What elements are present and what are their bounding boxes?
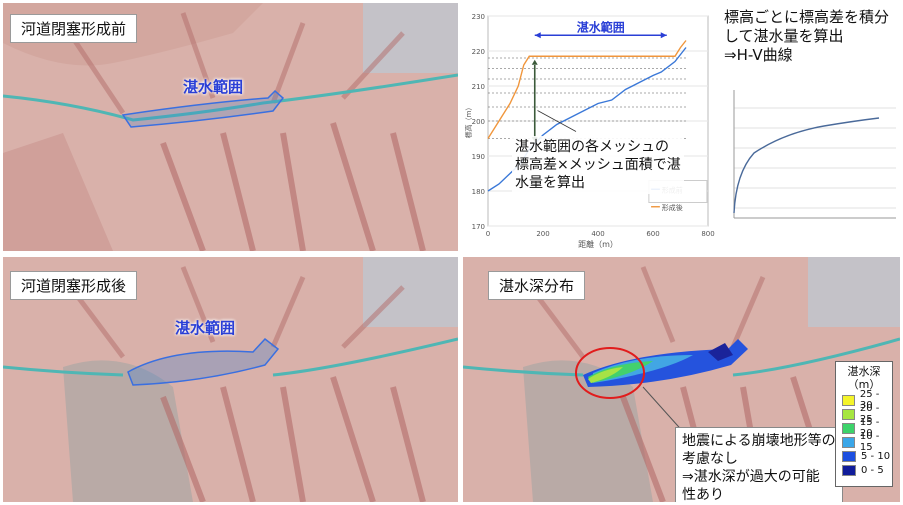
range-arrow-head-right — [660, 32, 667, 39]
legend-item: 25 - 30 — [842, 389, 892, 411]
y-tick-label: 170 — [472, 223, 485, 231]
legend-label: 0 - 5 — [861, 464, 884, 476]
x-tick-label: 400 — [591, 230, 604, 238]
hv-curve-chart — [733, 90, 896, 228]
hv-curve-line — [733, 117, 880, 214]
legend-title-line-2: （m） — [847, 378, 881, 391]
legend-label: 10 - 15 — [859, 431, 880, 453]
legend-item: 5 - 10 — [842, 449, 892, 463]
depth-arrow-head-top — [531, 59, 538, 65]
depth-callout-line-4: 性あり — [682, 487, 724, 502]
x-tick-label: 800 — [701, 230, 714, 238]
depth-panel-title: 湛水深分布 — [488, 271, 586, 300]
y-tick-label: 210 — [472, 83, 485, 91]
legend-item: 0 - 5 — [842, 463, 892, 477]
hv-description: 標高ごとに標高差を積分 して湛水量を算出 ⇒H-V曲線 — [724, 8, 889, 65]
depth-callout-line-2: 考慮なし — [682, 451, 738, 467]
depth-callout-line-3: ⇒湛水深が過大の可能 — [682, 469, 820, 485]
y-tick-label: 180 — [472, 188, 485, 196]
legend-label: 15 - 20 — [859, 417, 880, 439]
hv-curve-area: 標高ごとに標高差を積分 して湛水量を算出 ⇒H-V曲線 — [724, 8, 900, 248]
cross-section-svg: 170 180 190 200 210 220 230 0 200 400 600 800 湛水範囲標高… — [464, 13, 715, 249]
inundation-outline-after — [127, 337, 280, 386]
y-tick-label: 190 — [472, 153, 485, 161]
range-arrow-head-left — [534, 32, 541, 39]
before-area-label: 湛水範囲 — [183, 78, 244, 96]
map-panel-before: 河道閉塞形成前 湛水範囲 — [3, 3, 458, 251]
legend-swatch — [842, 450, 856, 462]
legend-swatch — [842, 436, 855, 448]
legend-label: 5 - 10 — [861, 450, 891, 462]
y-axis-label: 標高（m） — [464, 104, 473, 139]
highlight-ellipse — [575, 347, 645, 399]
depth-legend: 湛水深 （m） 25 - 30 20 - 25 15 - 20 10 - 15 5 - … — [835, 361, 893, 487]
chart-callout-line-1: 湛水範囲の各メッシュの — [515, 139, 669, 155]
range-label: 湛水範囲 — [577, 19, 625, 34]
chart-callout-line-3: 水量を算出 — [515, 175, 585, 191]
map-panel-after: 河道閉塞形成後 湛水範囲 — [3, 257, 458, 502]
legend-label: 25 - 30 — [859, 389, 880, 411]
terrain-before-image — [3, 3, 458, 251]
x-axis-label: 距離（m） — [578, 239, 618, 248]
y-tick-label: 200 — [472, 118, 485, 126]
legend-label: 20 - 25 — [859, 403, 880, 425]
inundation-outline-before — [121, 89, 285, 128]
legend-swatch — [842, 464, 856, 476]
x-tick-label: 0 — [486, 230, 490, 238]
cross-section-chart: 170 180 190 200 210 220 230 0 200 400 600 800 湛水範囲標高… — [464, 8, 724, 249]
terrain-after-image — [3, 257, 458, 502]
before-panel-title: 河道閉塞形成前 — [10, 14, 138, 43]
depth-callout: 地震による崩壊地形等の 考慮なし ⇒湛水深が過大の可能 性あり — [675, 427, 843, 502]
hv-text-line-2: して湛水量を算出 — [724, 27, 844, 45]
after-panel-title: 河道閉塞形成後 — [10, 271, 138, 300]
chart-legend-after-label: 形成後 — [662, 203, 683, 212]
legend-title-line-1: 湛水深 — [847, 365, 881, 378]
callout-pointer — [537, 110, 577, 132]
hv-text-line-3: ⇒H-V曲線 — [724, 46, 793, 64]
legend-item: 15 - 20 — [842, 417, 892, 439]
legend-swatch — [842, 394, 855, 406]
map-panel-depth: 湛水深分布 地震による崩壊地形等の 考慮なし ⇒湛水深が過大の可能 性あり — [463, 257, 900, 502]
y-tick-label: 230 — [472, 13, 485, 21]
legend-item: 10 - 15 — [842, 431, 892, 453]
chart-callout-line-2: 標高差×メッシュ面積で湛 — [515, 157, 681, 173]
legend-swatch — [842, 408, 855, 420]
chart-callout: 湛水範囲の各メッシュの 標高差×メッシュ面積で湛 水量を算出 — [512, 136, 684, 194]
legend-title: 湛水深 （m） — [836, 365, 892, 391]
x-tick-label: 200 — [536, 230, 549, 238]
after-area-label: 湛水範囲 — [175, 319, 236, 337]
series-line-1 — [487, 40, 687, 139]
y-tick-label: 220 — [472, 48, 485, 56]
x-tick-label: 600 — [646, 230, 659, 238]
hv-text-line-1: 標高ごとに標高差を積分 — [724, 8, 890, 26]
legend-item: 20 - 25 — [842, 403, 892, 425]
depth-callout-line-1: 地震による崩壊地形等の — [682, 433, 836, 449]
legend-rows: 25 - 30 20 - 25 15 - 20 10 - 15 5 - 10 0 - 5 — [836, 389, 892, 477]
legend-swatch — [842, 422, 855, 434]
